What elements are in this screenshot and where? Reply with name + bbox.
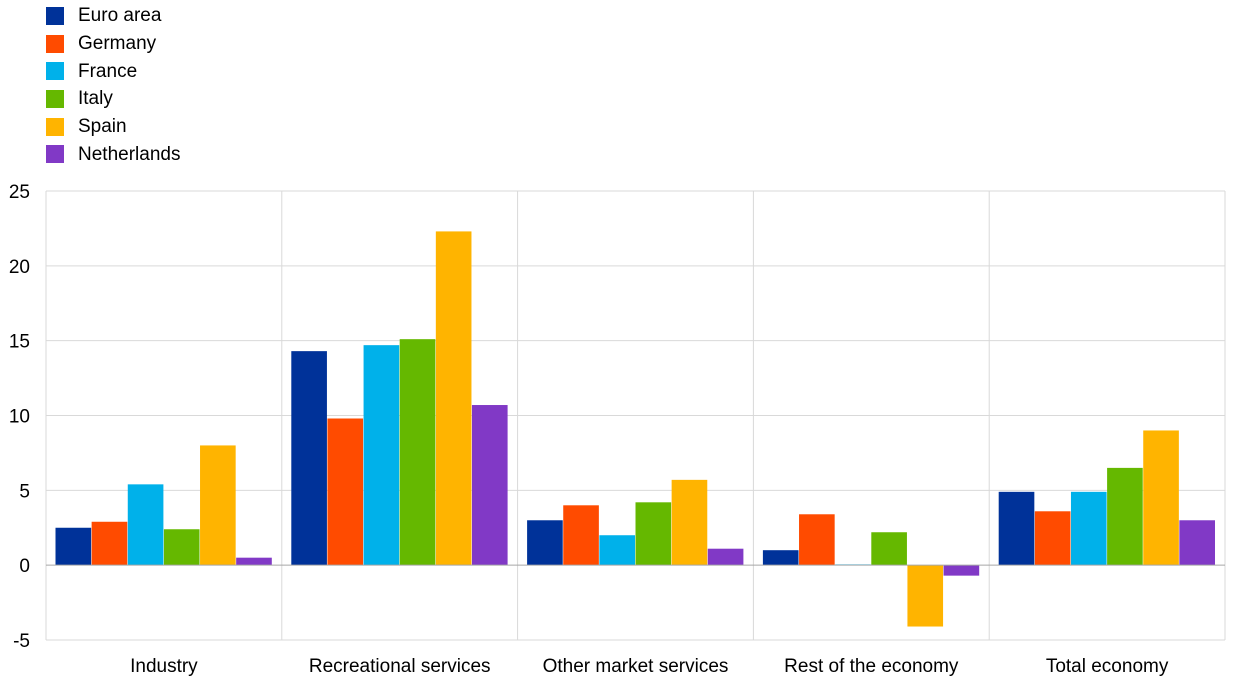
bar [943, 565, 980, 576]
y-tick-label: 25 [9, 182, 30, 203]
bar [435, 231, 472, 566]
chart-legend: Euro area Germany France Italy Spain Netherla… [46, 2, 180, 168]
legend-label: Italy [78, 88, 113, 110]
legend-item: France [46, 57, 180, 85]
x-tick-label: Industry [130, 656, 198, 677]
bar [327, 418, 364, 566]
bar [871, 532, 907, 566]
bar [707, 548, 744, 566]
bar [127, 484, 164, 566]
legend-item: Euro area [46, 2, 180, 30]
y-tick-label: 20 [9, 257, 30, 278]
bar [1034, 511, 1071, 566]
legend-swatch [46, 117, 64, 136]
bar [471, 405, 508, 566]
y-tick-label: -5 [13, 631, 30, 652]
bar [363, 345, 400, 566]
x-tick-label: Total economy [1046, 656, 1169, 677]
bar [998, 491, 1035, 566]
legend-swatch [46, 34, 64, 53]
x-tick-label: Recreational services [309, 656, 491, 677]
legend-label: Germany [78, 33, 157, 55]
legend-item: Spain [46, 113, 180, 141]
bar [1179, 520, 1215, 566]
x-tick-label: Rest of the economy [784, 656, 959, 677]
bar [55, 527, 92, 566]
y-tick-label: 5 [19, 481, 30, 502]
legend-item: Italy [46, 85, 180, 113]
bar [599, 535, 635, 566]
bar [527, 520, 563, 566]
legend-label: Netherlands [78, 143, 181, 165]
legend-label: Spain [78, 116, 127, 138]
legend-item: Germany [46, 30, 180, 58]
bar [762, 550, 799, 566]
legend-item: Netherlands [46, 140, 180, 168]
bar [799, 514, 835, 566]
legend-label: France [78, 60, 138, 82]
y-tick-label: 0 [19, 556, 30, 577]
legend-swatch [46, 145, 64, 164]
bar [200, 445, 236, 566]
bar [91, 521, 128, 566]
y-tick-label: 10 [9, 407, 30, 428]
bar [236, 557, 272, 566]
bar [163, 529, 200, 566]
x-tick-label: Other market services [543, 656, 729, 677]
bar [563, 505, 599, 566]
legend-swatch [46, 6, 64, 25]
bar [399, 339, 436, 566]
bar [635, 502, 672, 566]
legend-swatch [46, 62, 64, 81]
legend-label: Euro area [78, 5, 162, 27]
bar [1070, 491, 1107, 566]
bar [1107, 467, 1143, 566]
bar [291, 351, 327, 566]
y-tick-label: 15 [9, 332, 30, 353]
bar [1143, 430, 1179, 566]
bar [671, 479, 708, 566]
legend-swatch [46, 89, 64, 108]
bar [907, 565, 944, 627]
